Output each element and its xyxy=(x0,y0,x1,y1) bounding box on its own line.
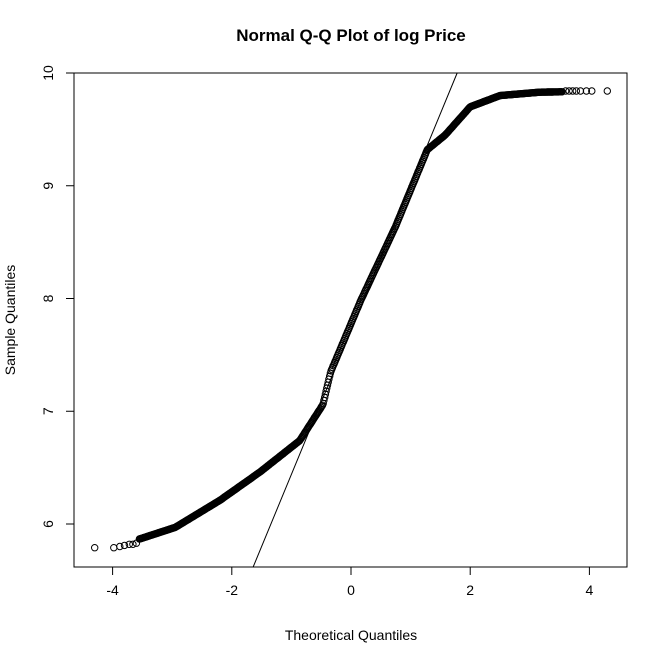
x-tick-label: -2 xyxy=(226,582,239,598)
data-points xyxy=(91,87,611,552)
x-tick-label: 0 xyxy=(347,582,355,598)
y-tick-label: 8 xyxy=(40,294,56,302)
y-tick-label: 9 xyxy=(40,182,56,190)
x-tick-label: -4 xyxy=(106,582,119,598)
y-tick-label: 10 xyxy=(40,65,56,81)
y-tick-label: 7 xyxy=(40,407,56,415)
x-axis: -4 -2 0 2 4 xyxy=(106,567,594,598)
y-axis-label: Sample Quantiles xyxy=(2,265,18,376)
x-tick-label: 2 xyxy=(466,582,474,598)
x-tick-label: 4 xyxy=(586,582,594,598)
x-axis-label: Theoretical Quantiles xyxy=(285,627,417,643)
y-tick-label: 6 xyxy=(40,520,56,528)
chart-title: Normal Q-Q Plot of log Price xyxy=(236,26,466,45)
reference-line xyxy=(252,72,458,568)
y-axis: 6 7 8 9 10 xyxy=(40,65,74,528)
